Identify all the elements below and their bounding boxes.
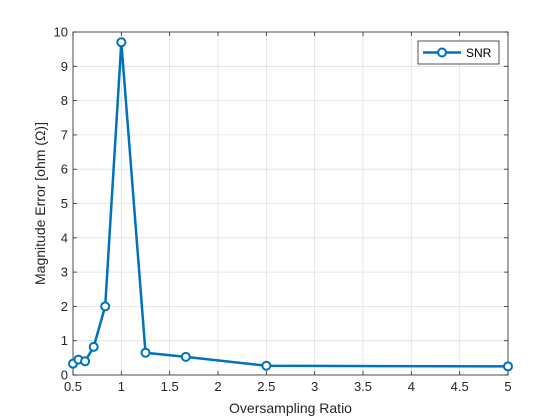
y-tick-label: 3 <box>61 265 68 280</box>
x-tick-label: 2.5 <box>257 379 275 394</box>
y-tick-label: 1 <box>61 333 68 348</box>
y-tick-label: 6 <box>61 162 68 177</box>
data-point <box>180 351 191 362</box>
x-tick-label: 1.5 <box>161 379 179 394</box>
x-tick-label: 4.5 <box>451 379 469 394</box>
data-point <box>100 301 111 312</box>
legend-label-snr: SNR <box>466 46 492 60</box>
y-tick-label: 5 <box>61 196 68 211</box>
data-point <box>116 37 127 48</box>
legend-marker-swatch <box>437 47 447 58</box>
y-tick-label: 9 <box>61 59 68 74</box>
x-tick-label: 1 <box>118 379 125 394</box>
legend: SNR <box>417 40 500 65</box>
x-tick-label: 3 <box>311 379 318 394</box>
x-tick-labels: 0.5 1 1.5 2 2.5 3 3.5 4 4.5 5 <box>64 379 512 394</box>
data-point <box>88 341 99 352</box>
x-tick-label: 0.5 <box>64 379 82 394</box>
data-point <box>140 347 151 358</box>
y-tick-label: 2 <box>61 299 68 314</box>
y-tick-label: 10 <box>54 25 68 40</box>
data-point <box>80 356 91 367</box>
y-tick-labels: 0 1 2 3 4 5 6 7 8 9 10 <box>54 25 68 383</box>
x-tick-label: 3.5 <box>354 379 372 394</box>
data-point <box>503 361 513 372</box>
x-tick-label: 4 <box>408 379 415 394</box>
series-layer <box>68 37 513 372</box>
y-tick-label: 7 <box>61 127 68 142</box>
x-tick-label: 5 <box>504 379 511 394</box>
y-tick-label: 8 <box>61 93 68 108</box>
y-tick-label: 4 <box>61 230 68 245</box>
y-tick-label: 0 <box>61 368 68 383</box>
x-axis-label: Oversampling Ratio <box>229 400 352 416</box>
x-tick-label: 2 <box>214 379 221 394</box>
plot-frame <box>72 31 509 376</box>
data-point <box>261 360 272 371</box>
y-axis-label: Magnitude Error [ohm (Ω)] <box>32 122 48 285</box>
